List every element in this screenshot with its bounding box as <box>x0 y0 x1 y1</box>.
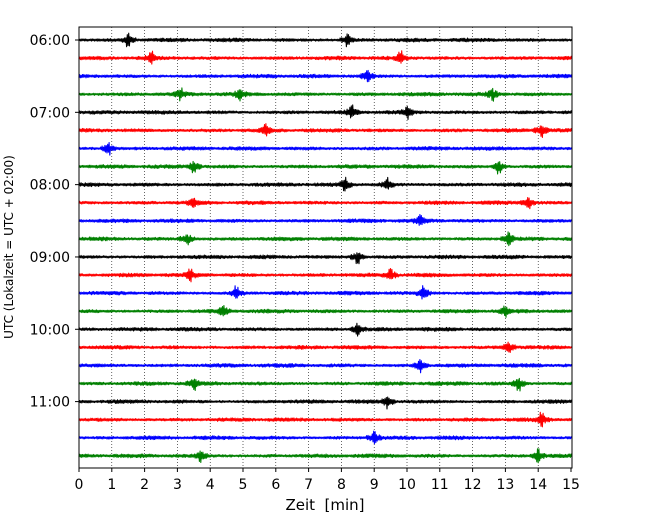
seismic-trace <box>78 104 573 120</box>
seismic-trace <box>78 123 573 138</box>
seismic-trace <box>78 214 573 226</box>
x-tick-label: 3 <box>173 477 182 493</box>
seismic-trace <box>78 359 573 374</box>
x-tick-label: 13 <box>496 477 514 493</box>
x-axis-ticks: 0 1 2 3 4 5 6 7 8 9 10 11 12 13 14 15 <box>75 468 580 493</box>
x-tick-label: 12 <box>464 477 482 493</box>
seismic-trace <box>78 305 573 318</box>
x-tick-label: 8 <box>337 477 346 493</box>
seismic-trace <box>78 322 573 337</box>
x-tick-label: 14 <box>529 477 547 493</box>
y-tick-label: 08:00 <box>30 178 70 194</box>
x-tick-label: 9 <box>370 477 379 493</box>
seismic-trace <box>78 160 573 175</box>
y-tick-label: 09:00 <box>30 250 70 266</box>
x-tick-label: 1 <box>107 477 116 493</box>
seismic-trace <box>78 252 573 265</box>
x-tick-label: 10 <box>398 477 416 493</box>
seismic-trace <box>78 396 573 410</box>
x-tick-label: 0 <box>75 477 84 493</box>
x-axis-label: Zeit [min] <box>285 496 364 514</box>
seismic-trace <box>78 141 573 156</box>
y-tick-label: 11:00 <box>30 395 70 411</box>
y-tick-label: 07:00 <box>30 105 70 121</box>
seismic-trace <box>78 411 573 428</box>
seismic-trace <box>78 50 573 65</box>
x-tick-label: 15 <box>562 477 580 493</box>
seismic-trace <box>78 69 573 83</box>
seismic-trace <box>78 341 573 354</box>
x-tick-label: 2 <box>140 477 149 493</box>
seismic-trace <box>78 285 573 300</box>
y-axis-label: UTC (Lokalzeit = UTC + 02:00) <box>2 155 16 339</box>
seismic-trace <box>78 448 573 464</box>
seismic-trace <box>78 196 573 210</box>
plot-frame <box>78 26 573 469</box>
seismic-trace <box>78 268 573 283</box>
seismic-trace <box>78 176 573 192</box>
x-tick-label: 7 <box>304 477 313 493</box>
seismic-trace <box>78 231 573 247</box>
seismic-trace <box>78 430 573 445</box>
y-tick-label: 06:00 <box>30 33 70 49</box>
x-tick-label: 5 <box>239 477 248 493</box>
x-tick-label: 4 <box>206 477 215 493</box>
x-tick-label: 6 <box>271 477 280 493</box>
trace-group <box>78 32 573 464</box>
seismic-trace <box>78 377 573 392</box>
seismic-trace <box>78 87 573 102</box>
seismic-trace <box>78 32 573 48</box>
y-axis-ticks: 06:00 07:00 08:00 09:00 10:00 11:00 <box>30 33 79 411</box>
y-tick-label: 10:00 <box>30 322 70 338</box>
x-tick-label: 11 <box>431 477 449 493</box>
